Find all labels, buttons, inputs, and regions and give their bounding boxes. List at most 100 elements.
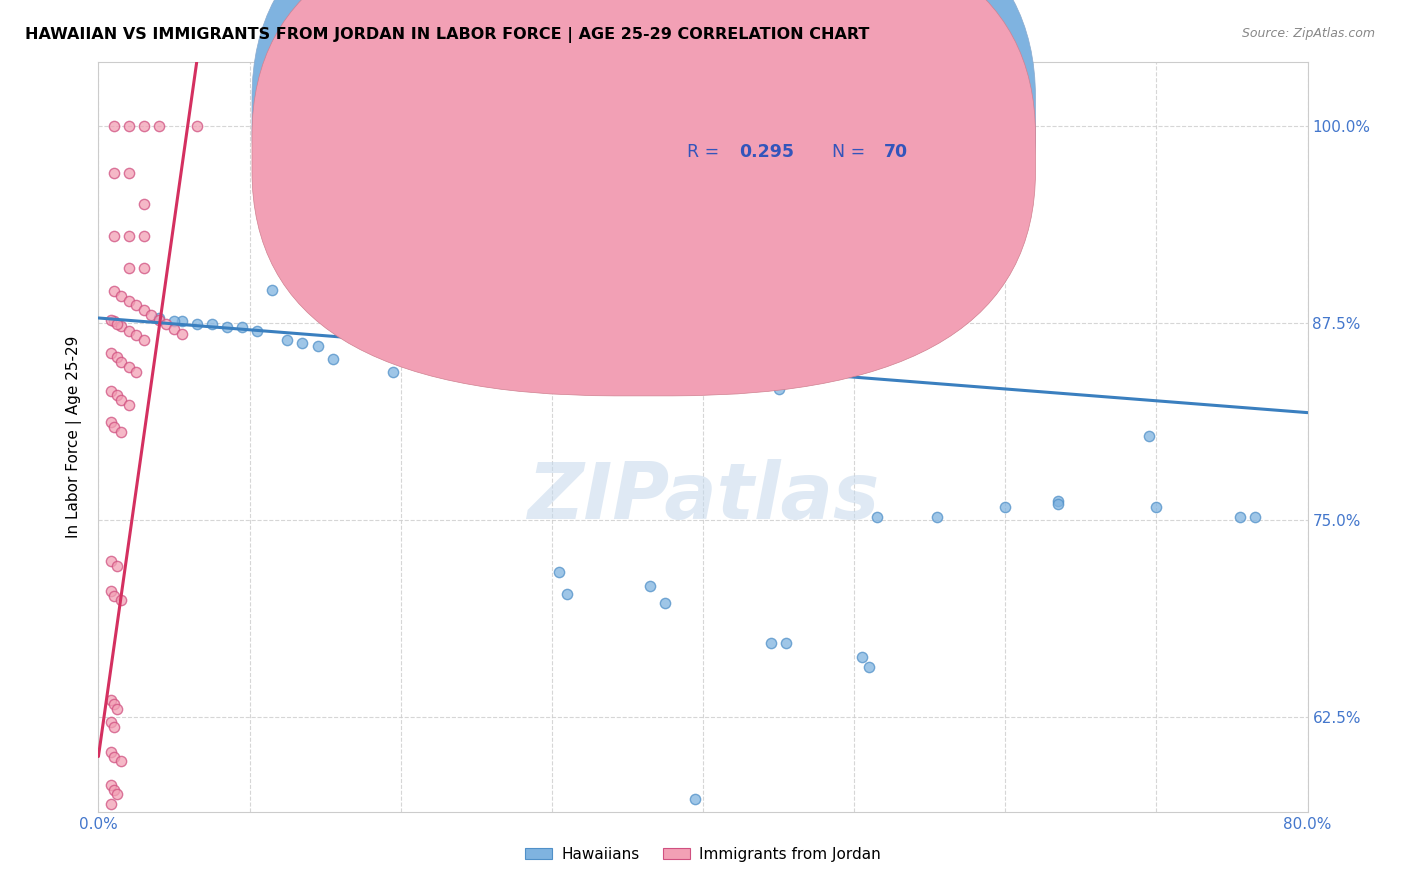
- Point: [737, 377, 759, 392]
- Point: [669, 366, 692, 380]
- Point: [100, 583, 122, 598]
- Point: [685, 792, 707, 806]
- Point: [526, 336, 548, 351]
- Point: [291, 336, 314, 351]
- Text: Source: ZipAtlas.com: Source: ZipAtlas.com: [1241, 27, 1375, 40]
- Point: [110, 425, 132, 439]
- Point: [141, 308, 163, 322]
- Point: [517, 336, 540, 351]
- Point: [148, 119, 170, 133]
- Point: [103, 119, 125, 133]
- Point: [100, 745, 122, 759]
- Point: [609, 368, 631, 382]
- Point: [548, 325, 571, 339]
- Point: [103, 420, 125, 434]
- Point: [105, 351, 128, 365]
- Text: 70: 70: [884, 106, 908, 124]
- Point: [110, 593, 132, 607]
- Point: [125, 298, 148, 312]
- Point: [186, 119, 208, 133]
- Point: [927, 509, 949, 524]
- Point: [118, 229, 141, 244]
- Point: [616, 345, 638, 359]
- Point: [132, 229, 155, 244]
- Point: [1229, 509, 1251, 524]
- Text: 0.295: 0.295: [740, 144, 794, 161]
- Point: [155, 318, 177, 332]
- Point: [647, 371, 669, 385]
- Point: [624, 359, 647, 373]
- Point: [457, 351, 479, 366]
- Point: [105, 702, 128, 716]
- Legend: Hawaiians, Immigrants from Jordan: Hawaiians, Immigrants from Jordan: [519, 840, 887, 868]
- Point: [110, 392, 132, 407]
- Point: [103, 314, 125, 328]
- Point: [132, 303, 155, 318]
- Point: [1144, 500, 1167, 515]
- Point: [276, 333, 298, 347]
- Point: [1047, 497, 1070, 511]
- Point: [103, 589, 125, 603]
- Point: [186, 318, 208, 332]
- Point: [100, 345, 122, 359]
- Point: [118, 166, 141, 180]
- Point: [768, 382, 790, 396]
- Point: [578, 371, 600, 385]
- Point: [555, 587, 578, 601]
- Point: [262, 283, 284, 297]
- Point: [676, 366, 699, 380]
- Point: [360, 316, 382, 330]
- Point: [110, 289, 132, 303]
- Point: [132, 119, 155, 133]
- Point: [465, 281, 488, 295]
- Point: [148, 312, 170, 326]
- Text: ZIPatlas: ZIPatlas: [527, 459, 879, 535]
- Point: [118, 293, 141, 308]
- Point: [132, 333, 155, 347]
- Y-axis label: In Labor Force | Age 25-29: In Labor Force | Age 25-29: [66, 336, 83, 538]
- Point: [100, 384, 122, 398]
- Text: N =: N =: [821, 144, 872, 161]
- Point: [132, 260, 155, 275]
- Point: [105, 388, 128, 402]
- Point: [503, 343, 526, 357]
- Point: [163, 322, 186, 336]
- Point: [100, 415, 122, 429]
- Point: [707, 344, 730, 359]
- Point: [103, 166, 125, 180]
- Point: [405, 318, 427, 333]
- Point: [110, 754, 132, 768]
- Point: [110, 355, 132, 369]
- Point: [215, 320, 238, 334]
- Point: [851, 650, 873, 665]
- Point: [1137, 429, 1160, 443]
- Point: [118, 398, 141, 412]
- Point: [488, 318, 510, 333]
- Point: [564, 331, 586, 345]
- Point: [994, 500, 1017, 515]
- Point: [571, 334, 593, 349]
- Point: [163, 314, 186, 328]
- Point: [571, 336, 593, 351]
- Point: [125, 365, 148, 379]
- Point: [602, 343, 624, 357]
- Point: [1047, 494, 1070, 508]
- Point: [797, 343, 820, 357]
- Point: [105, 318, 128, 332]
- Point: [103, 782, 125, 797]
- Point: [783, 345, 806, 359]
- Point: [132, 197, 155, 211]
- Text: HAWAIIAN VS IMMIGRANTS FROM JORDAN IN LABOR FORCE | AGE 25-29 CORRELATION CHART: HAWAIIAN VS IMMIGRANTS FROM JORDAN IN LA…: [25, 27, 870, 43]
- Point: [118, 119, 141, 133]
- Point: [548, 565, 571, 579]
- Point: [1243, 509, 1265, 524]
- Point: [103, 720, 125, 734]
- Point: [118, 324, 141, 338]
- Point: [759, 636, 782, 650]
- Point: [503, 333, 526, 347]
- Point: [723, 366, 745, 380]
- Point: [118, 260, 141, 275]
- Point: [503, 318, 526, 333]
- Point: [231, 320, 253, 334]
- Point: [170, 326, 193, 341]
